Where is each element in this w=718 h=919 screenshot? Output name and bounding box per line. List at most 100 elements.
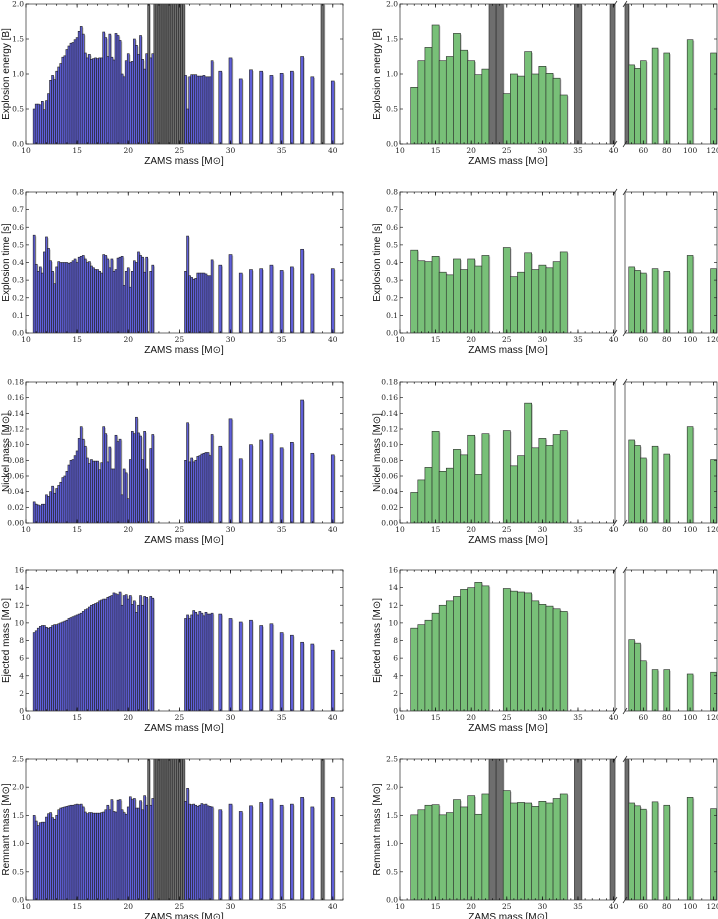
bar bbox=[552, 798, 561, 900]
bar bbox=[417, 260, 426, 333]
bar bbox=[34, 630, 38, 711]
bar bbox=[611, 611, 612, 711]
bar bbox=[120, 73, 124, 144]
bar bbox=[98, 600, 101, 711]
bar bbox=[49, 260, 52, 333]
bar bbox=[186, 614, 189, 711]
failed-bar bbox=[320, 4, 325, 144]
bar-shadow bbox=[603, 95, 604, 145]
bar-shadow bbox=[608, 449, 609, 524]
failed-bar bbox=[320, 759, 325, 900]
panel-left-remnant-mass: 0.0 0.5 1.0 1.5 2.0 2.5 10 15 20 25 30 35 40 Remnant … bbox=[1, 755, 344, 919]
bar bbox=[43, 251, 46, 333]
bar bbox=[47, 627, 50, 711]
bars-group bbox=[410, 582, 569, 711]
bar-shadow bbox=[668, 804, 704, 901]
bar-shadow bbox=[590, 806, 591, 901]
bar bbox=[90, 58, 93, 144]
bar-shadow bbox=[598, 76, 599, 145]
bar bbox=[112, 811, 116, 900]
failed-bar bbox=[625, 759, 630, 900]
bar bbox=[438, 60, 447, 144]
x-tick-label: 10 bbox=[395, 335, 405, 344]
x-tick-label: 100 bbox=[683, 713, 698, 722]
y-tick-label: 0.16 bbox=[7, 393, 24, 402]
bar bbox=[98, 812, 101, 900]
bar bbox=[502, 93, 511, 144]
bar bbox=[259, 439, 264, 523]
bar bbox=[200, 803, 204, 900]
bar bbox=[588, 61, 589, 144]
bar bbox=[75, 614, 79, 711]
x-axis-label: ZAMS mass [M⊙] bbox=[144, 535, 224, 546]
bar bbox=[467, 795, 476, 900]
bar bbox=[510, 276, 518, 333]
bar bbox=[94, 812, 97, 900]
bar bbox=[79, 803, 83, 900]
x-tick-label: 120 bbox=[706, 713, 718, 722]
x-tick-label: 100 bbox=[683, 902, 698, 911]
bar bbox=[131, 61, 134, 144]
bar bbox=[38, 104, 42, 144]
bar bbox=[194, 460, 198, 523]
y-tick-label: 2.0 bbox=[12, 783, 24, 792]
bar bbox=[481, 68, 490, 144]
y-tick-label: 0.5 bbox=[386, 240, 398, 249]
bar bbox=[204, 611, 208, 711]
bar bbox=[545, 605, 554, 711]
bar-shadow bbox=[589, 262, 590, 334]
bar bbox=[133, 433, 136, 523]
bar bbox=[438, 470, 447, 523]
bar bbox=[190, 457, 193, 523]
panel-left-explosion-energy: 0.0 0.5 1.0 1.5 2.0 10 15 20 25 30 35 40 Explosion e… bbox=[1, 0, 344, 167]
bar bbox=[640, 272, 647, 333]
bar bbox=[128, 796, 132, 900]
bar bbox=[588, 625, 589, 711]
bar bbox=[141, 58, 144, 144]
bar bbox=[36, 504, 40, 523]
bars-group bbox=[32, 759, 336, 900]
bar bbox=[204, 273, 208, 333]
bar bbox=[597, 582, 598, 711]
bar-shadow bbox=[605, 77, 606, 145]
bar bbox=[598, 794, 599, 900]
bar bbox=[196, 75, 200, 144]
bar bbox=[116, 441, 120, 523]
y-tick-label: 0.4 bbox=[12, 258, 24, 267]
y-tick-label: 0.02 bbox=[381, 503, 398, 512]
bar bbox=[204, 76, 208, 144]
bar bbox=[143, 596, 146, 711]
failed-bar bbox=[173, 4, 177, 144]
bar bbox=[128, 459, 132, 523]
y-tick-label: 0.00 bbox=[381, 519, 398, 528]
failed-bar bbox=[601, 4, 602, 144]
bar bbox=[531, 73, 540, 144]
bar bbox=[445, 812, 454, 900]
bar bbox=[71, 459, 75, 523]
bar bbox=[104, 598, 108, 711]
bar bbox=[552, 608, 561, 711]
y-tick-label: 0.12 bbox=[7, 425, 24, 434]
bar bbox=[61, 477, 65, 523]
bar bbox=[143, 68, 146, 144]
y-axis-label: Explosion time [s] bbox=[372, 223, 383, 302]
bar-shadow bbox=[595, 598, 596, 713]
bar bbox=[184, 75, 187, 144]
bar bbox=[290, 442, 294, 523]
bars-group bbox=[32, 591, 336, 711]
bar bbox=[184, 460, 187, 523]
y-tick-label: 2.5 bbox=[386, 755, 398, 764]
x-tick-label: 60 bbox=[639, 525, 649, 534]
bar bbox=[198, 455, 202, 523]
x-tick-label: 80 bbox=[662, 146, 672, 155]
bar bbox=[49, 626, 52, 711]
failed-bar bbox=[163, 4, 167, 144]
bar bbox=[206, 613, 210, 711]
bar bbox=[597, 266, 598, 333]
y-tick-label: 0.08 bbox=[7, 456, 24, 465]
bar bbox=[110, 799, 114, 900]
x-tick-label: 40 bbox=[609, 335, 619, 344]
bar bbox=[218, 445, 223, 523]
bar bbox=[279, 804, 284, 900]
x-tick-label: 35 bbox=[277, 525, 287, 534]
